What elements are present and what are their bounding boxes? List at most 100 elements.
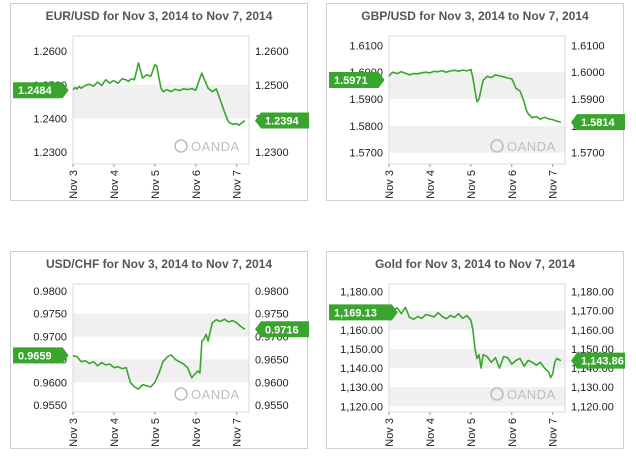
chart-svg-gbpusd: OANDA1.61001.61001.60001.60001.59001.590…: [329, 35, 625, 199]
plot-frame: [72, 283, 250, 413]
y-tick-label-left: 1,120.00: [340, 401, 383, 413]
x-tick-label: Nov 6: [507, 170, 519, 199]
badge-label: 1.5814: [581, 117, 616, 129]
x-tick-label: Nov 4: [425, 418, 437, 447]
badge-label: 1.2394: [265, 116, 300, 128]
oanda-logo-icon: [490, 387, 504, 401]
grid-band: [389, 387, 565, 407]
y-tick-label-right: 1.2300: [255, 147, 289, 159]
y-tick-label-left: 1,130.00: [340, 382, 383, 394]
y-tick-label-right: 1.6000: [571, 67, 605, 79]
chart-panel-usdchf: USD/CHF for Nov 3, 2014 to Nov 7, 2014 O…: [10, 251, 309, 449]
x-tick-label: Nov 5: [150, 418, 162, 447]
y-tick-label-left: 1.5700: [349, 148, 383, 160]
y-tick-label-right: 0.9650: [255, 354, 289, 366]
grid-band: [73, 313, 249, 337]
y-tick-label-left: 1,140.00: [340, 363, 383, 375]
y-tick-label-right: 0.9800: [255, 286, 289, 298]
y-tick-label-right: 1,130.00: [571, 382, 614, 394]
y-tick-label-left: 0.9700: [33, 332, 67, 344]
y-tick-label-left: 1.6100: [349, 40, 383, 52]
series-line: [388, 68, 562, 123]
last-price-badge: 1.5814: [571, 114, 625, 131]
y-tick-label-right: 1,120.00: [571, 401, 614, 413]
open-price-badge: 1.2484: [13, 82, 69, 99]
oanda-logo-icon: [174, 387, 188, 401]
x-tick-label: Nov 4: [425, 170, 437, 199]
y-tick-label-left: 1,150.00: [340, 344, 383, 356]
chart-title: USD/CHF for Nov 3, 2014 to Nov 7, 2014: [45, 257, 273, 271]
badge-label: 0.9659: [18, 350, 52, 362]
chart-svg-gold: OANDA1,180.001,180.001,170.001,170.001,1…: [329, 283, 625, 447]
y-tick-label-right: 1.6100: [571, 40, 605, 52]
badge-label: 1,143.86: [581, 356, 624, 368]
oanda-logo-icon: [174, 139, 188, 153]
x-tick-label: Nov 6: [191, 170, 203, 199]
series-line: [72, 62, 246, 127]
y-tick-label-left: 0.9550: [33, 400, 67, 412]
chart-panel-eurusd: EUR/USD for Nov 3, 2014 to Nov 7, 2014 O…: [10, 3, 309, 201]
watermark-text: OANDA: [191, 139, 240, 154]
open-price-badge: 0.9659: [13, 347, 69, 364]
chart-panel-gold: Gold for Nov 3, 2014 to Nov 7, 2014 OAND…: [326, 251, 625, 449]
watermark-text: OANDA: [507, 387, 556, 402]
series-line: [388, 306, 562, 379]
grid-band: [389, 310, 565, 330]
grid-band: [389, 125, 565, 153]
x-tick-label: Nov 7: [548, 170, 560, 199]
badge-shape: [571, 114, 625, 131]
grid-band: [73, 84, 249, 119]
y-tick-label-right: 0.9550: [255, 400, 289, 412]
badge-shape: [571, 352, 625, 369]
chart-title: Gold for Nov 3, 2014 to Nov 7, 2014: [374, 257, 576, 271]
x-tick-label: Nov 5: [466, 170, 478, 199]
last-price-badge: 1.2394: [255, 112, 309, 129]
badge-shape: [255, 321, 309, 338]
watermark-text: OANDA: [191, 387, 240, 402]
x-tick-label: Nov 4: [109, 418, 121, 447]
x-tick-label: Nov 7: [232, 170, 244, 199]
y-tick-label-left: 1,180.00: [340, 287, 383, 299]
last-price-badge: 1,143.86: [571, 352, 625, 369]
badge-shape: [13, 82, 69, 99]
badge-shape: [329, 304, 398, 321]
open-price-badge: 1.5971: [329, 72, 385, 89]
y-tick-label-right: 1.5700: [571, 148, 605, 160]
badge-label: 1.5971: [334, 75, 368, 87]
y-tick-label-left: 1.2600: [33, 46, 67, 58]
x-tick-label: Nov 3: [68, 170, 80, 199]
badge-label: 0.9716: [265, 324, 299, 336]
y-tick-label-left: 0.9600: [33, 377, 67, 389]
grid-band: [73, 359, 249, 383]
plot-frame: [388, 283, 566, 413]
y-tick-label-left: 1.2400: [33, 114, 67, 126]
x-tick-label: Nov 3: [68, 418, 80, 447]
y-tick-label-right: 1,180.00: [571, 287, 614, 299]
x-tick-label: Nov 5: [466, 418, 478, 447]
plot-frame: [72, 35, 250, 165]
series-line: [72, 318, 246, 390]
chart-panel-gbpusd: GBP/USD for Nov 3, 2014 to Nov 7, 2014 O…: [326, 3, 625, 201]
oanda-logo-icon: [490, 139, 504, 153]
y-tick-label-left: 1,160.00: [340, 325, 383, 337]
y-tick-label-right: 1.5900: [571, 94, 605, 106]
chart-svg-eurusd: OANDA1.26001.26001.25001.25001.24001.240…: [13, 35, 309, 199]
badge-label: 1.2484: [18, 85, 53, 97]
y-tick-label-right: 1,160.00: [571, 325, 614, 337]
y-tick-label-left: 0.9750: [33, 309, 67, 321]
open-price-badge: 1,169.13: [329, 304, 398, 321]
x-tick-label: Nov 7: [548, 418, 560, 447]
chart-title: EUR/USD for Nov 3, 2014 to Nov 7, 2014: [45, 9, 273, 23]
badge-shape: [13, 347, 69, 364]
y-tick-label-left: 1.5800: [349, 121, 383, 133]
x-tick-label: Nov 4: [109, 170, 121, 199]
y-tick-label-right: 1.2500: [255, 80, 289, 92]
x-tick-label: Nov 6: [191, 418, 203, 447]
grid-band: [389, 72, 565, 100]
last-price-badge: 0.9716: [255, 321, 309, 338]
x-tick-label: Nov 6: [507, 418, 519, 447]
x-tick-label: Nov 5: [150, 170, 162, 199]
plot-frame: [388, 35, 566, 165]
x-tick-label: Nov 3: [384, 170, 396, 199]
